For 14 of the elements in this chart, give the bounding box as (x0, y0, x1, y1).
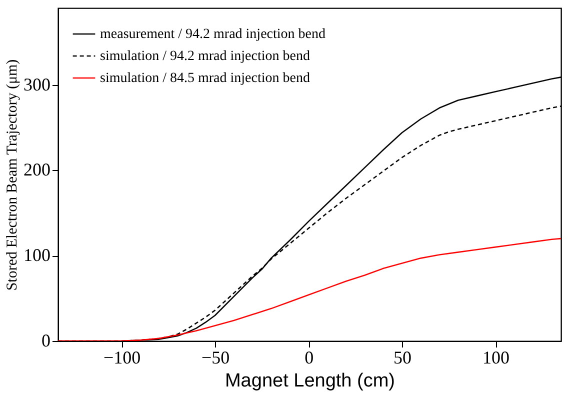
x-tick-label: 0 (304, 348, 314, 368)
y-tick-label: 200 (24, 160, 50, 180)
x-tick-label: −50 (201, 348, 230, 368)
y-tick-label: 300 (24, 74, 50, 94)
y-tick-label: 100 (24, 245, 50, 266)
x-tick-label: 50 (394, 348, 412, 368)
x-tick-label: 100 (482, 348, 510, 368)
y-axis-title: Stored Electron Beam Trajectory (μm) (4, 59, 20, 291)
legend-label: measurement / 94.2 mrad injection bend (100, 27, 326, 42)
x-tick-label: −100 (104, 348, 141, 368)
x-axis-title: Magnet Length (cm) (224, 370, 396, 392)
legend-label: simulation / 84.5 mrad injection bend (100, 71, 310, 86)
legend-label: simulation / 94.2 mrad injection bend (100, 49, 310, 64)
y-tick-label: 0 (42, 330, 50, 350)
